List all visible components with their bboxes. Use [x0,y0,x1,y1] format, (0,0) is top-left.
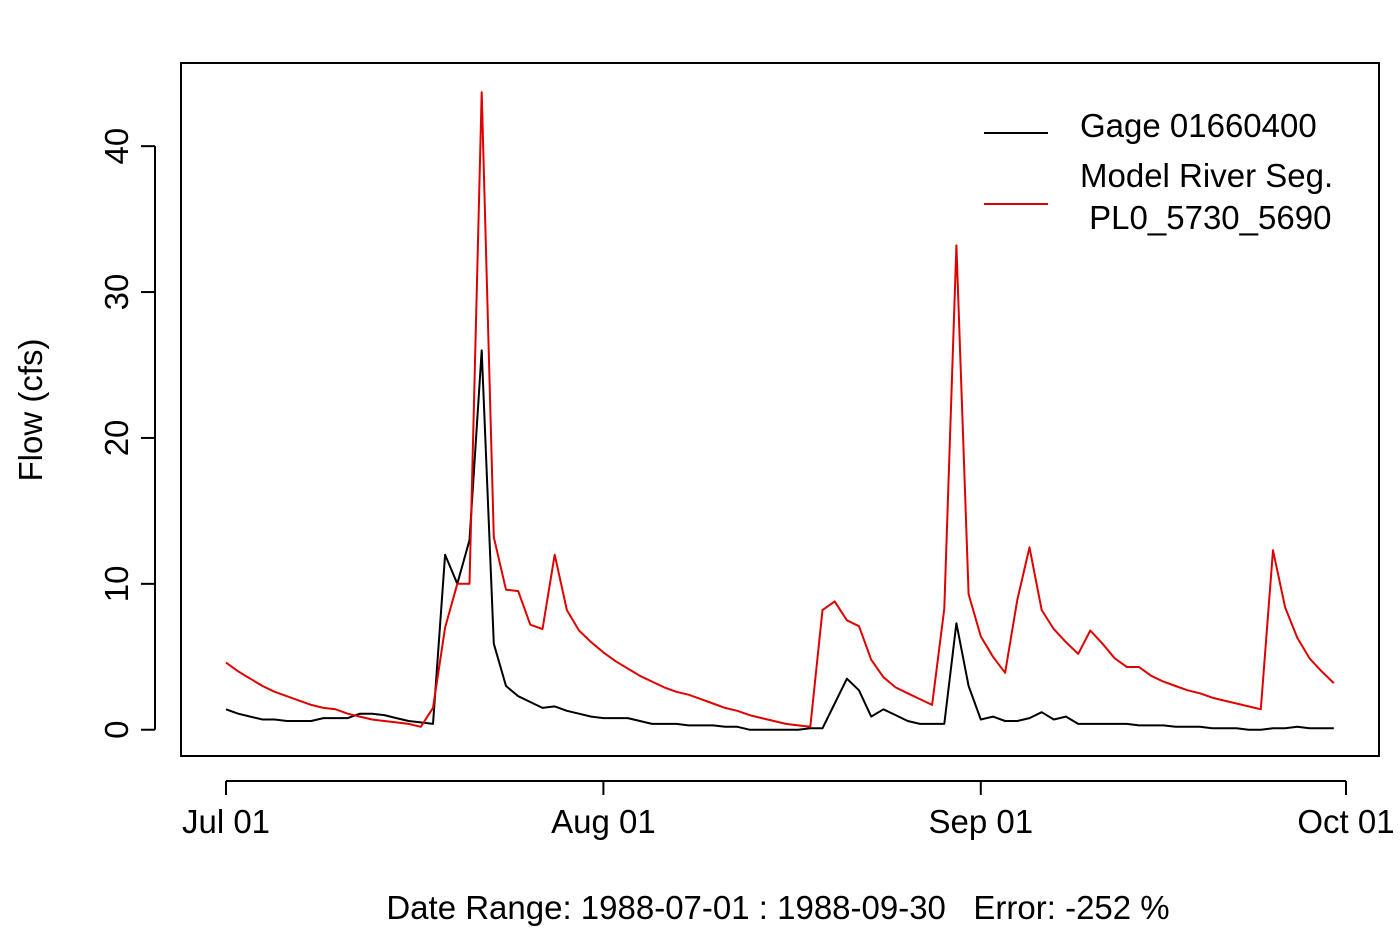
y-axis: 0 10 20 30 40 [98,128,156,739]
series-gage-line [225,349,1334,731]
y-tick-label: 10 [98,565,135,602]
y-axis-label: Flow (cfs) [12,339,49,482]
x-tick-label: Sep 01 [928,803,1033,840]
legend-label: Gage 01660400 [1080,107,1317,144]
legend-label: Model River Seg. PL0_5730_5690 [1080,157,1333,236]
legend: Gage 01660400 Model River Seg. PL0_5730_5… [984,107,1333,236]
x-axis-label: Date Range: 1988-07-01 : 1988-09-30 Erro… [386,889,1169,926]
plot-frame [180,62,1380,757]
x-tick-label: Aug 01 [551,803,656,840]
x-tick-label: Jul 01 [182,803,270,840]
series-layer [225,91,1335,731]
x-tick-label: Oct 01 [1297,803,1394,840]
y-tick-label: 0 [98,721,135,739]
y-tick-label: 30 [98,274,135,311]
y-tick-label: 20 [98,420,135,457]
x-axis: Jul 01 Aug 01 Sep 01 Oct 01 [182,780,1395,840]
y-tick-label: 40 [98,128,135,165]
series-model-line [225,91,1335,728]
